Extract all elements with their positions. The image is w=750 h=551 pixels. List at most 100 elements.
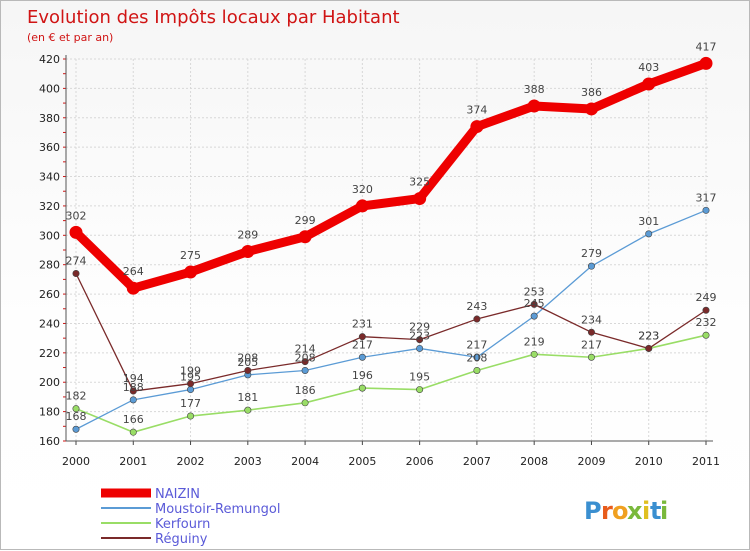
x-tick-label: 2007 [463, 455, 491, 468]
data-point-moustoir-remungol [301, 366, 309, 374]
data-point-moustoir-remungol [587, 262, 595, 270]
data-label-moustoir-remungol: 223 [409, 329, 430, 342]
data-label-naizin: 374 [466, 104, 487, 117]
data-point-r-guiny [645, 344, 653, 352]
data-label-r-guiny: 253 [524, 285, 545, 298]
data-point-kerfourn [587, 353, 595, 361]
brand-letter: P [584, 497, 602, 525]
x-tick-label: 2011 [692, 455, 720, 468]
data-label-moustoir-remungol: 168 [66, 410, 87, 423]
brand-letter: r [601, 497, 613, 525]
series-layer [69, 56, 713, 436]
data-label-kerfourn: 232 [696, 316, 717, 329]
x-tick-label: 2008 [520, 455, 548, 468]
brand-letter: x [627, 497, 643, 525]
data-label-kerfourn: 181 [237, 391, 258, 404]
data-point-naizin [69, 225, 83, 239]
data-label-r-guiny: 208 [237, 351, 258, 364]
data-point-r-guiny [187, 380, 195, 388]
chart-subtitle: (en € et par an) [27, 31, 113, 44]
data-point-moustoir-remungol [473, 353, 481, 361]
data-label-r-guiny: 249 [696, 291, 717, 304]
data-label-r-guiny: 214 [295, 343, 316, 356]
data-label-moustoir-remungol: 188 [123, 381, 144, 394]
y-tick-label: 260 [39, 288, 60, 301]
data-point-r-guiny [416, 336, 424, 344]
data-label-naizin: 264 [123, 265, 144, 278]
data-label-moustoir-remungol: 208 [295, 351, 316, 364]
data-label-moustoir-remungol: 279 [581, 247, 602, 260]
y-tick-label: 180 [39, 406, 60, 419]
legend-label: Réguiny [155, 532, 208, 547]
data-point-moustoir-remungol [702, 206, 710, 214]
data-label-kerfourn: 208 [466, 351, 487, 364]
data-label-kerfourn: 223 [638, 329, 659, 342]
data-label-naizin: 299 [295, 214, 316, 227]
data-point-r-guiny [358, 333, 366, 341]
x-tick-label: 2006 [406, 455, 434, 468]
series-line-kerfourn [75, 334, 707, 433]
data-point-naizin [184, 265, 198, 279]
data-point-r-guiny [530, 300, 538, 308]
data-label-naizin: 289 [237, 228, 258, 241]
data-point-naizin [642, 77, 656, 91]
y-tick-label: 160 [39, 435, 60, 448]
y-tick-label: 300 [39, 229, 60, 242]
data-label-naizin: 386 [581, 86, 602, 99]
data-label-kerfourn: 196 [352, 369, 373, 382]
data-label-moustoir-remungol: 317 [696, 191, 717, 204]
data-label-kerfourn: 219 [524, 335, 545, 348]
data-point-moustoir-remungol [187, 386, 195, 394]
data-label-r-guiny: 234 [581, 313, 602, 326]
y-tick-label: 220 [39, 347, 60, 360]
data-point-r-guiny [702, 306, 710, 314]
data-label-kerfourn: 195 [409, 371, 430, 384]
data-label-naizin: 302 [66, 209, 87, 222]
data-label-r-guiny: 274 [66, 255, 87, 268]
data-point-naizin [298, 230, 312, 244]
data-label-moustoir-remungol: 205 [237, 356, 258, 369]
legend-label: NAIZIN [155, 487, 200, 502]
y-tick-label: 320 [39, 200, 60, 213]
data-label-kerfourn: 186 [295, 384, 316, 397]
x-tick-label: 2001 [119, 455, 147, 468]
data-label-moustoir-remungol: 217 [352, 338, 373, 351]
data-point-kerfourn [301, 399, 309, 407]
data-point-kerfourn [473, 366, 481, 374]
y-tick-label: 340 [39, 171, 60, 184]
data-label-naizin: 320 [352, 183, 373, 196]
data-point-r-guiny [473, 315, 481, 323]
data-point-kerfourn [416, 386, 424, 394]
series-line-naizin [72, 59, 708, 293]
legend-label: Kerfourn [155, 517, 210, 532]
data-point-naizin [699, 56, 713, 70]
series-line-moustoir-remungol [75, 209, 707, 430]
data-point-moustoir-remungol [530, 312, 538, 320]
data-point-kerfourn [72, 405, 80, 413]
data-point-naizin [470, 120, 484, 134]
brand-letter: i [660, 497, 668, 525]
brand-letter: t [650, 497, 661, 525]
brand-letter: o [612, 497, 629, 525]
data-labels: 182 166 177 181 186 196 195 208 219 217 223 232 168 1… [66, 40, 717, 426]
data-label-moustoir-remungol: 217 [466, 338, 487, 351]
x-tick-label: 2003 [234, 455, 262, 468]
y-tick-label: 380 [39, 112, 60, 125]
data-point-moustoir-remungol [72, 425, 80, 433]
y-tick-label: 240 [39, 317, 60, 330]
series-line-r-guiny [75, 273, 707, 392]
data-point-kerfourn [187, 412, 195, 420]
data-point-r-guiny [244, 366, 252, 374]
data-point-kerfourn [530, 350, 538, 358]
data-label-moustoir-remungol: 245 [524, 297, 545, 310]
y-tick-label: 400 [39, 82, 60, 95]
data-label-kerfourn: 182 [66, 390, 87, 403]
data-label-naizin: 275 [180, 249, 201, 262]
data-point-naizin [527, 99, 541, 113]
data-point-r-guiny [72, 270, 80, 278]
brand-letter: i [642, 497, 650, 525]
data-label-naizin: 417 [696, 40, 717, 53]
data-label-r-guiny: 199 [180, 365, 201, 378]
